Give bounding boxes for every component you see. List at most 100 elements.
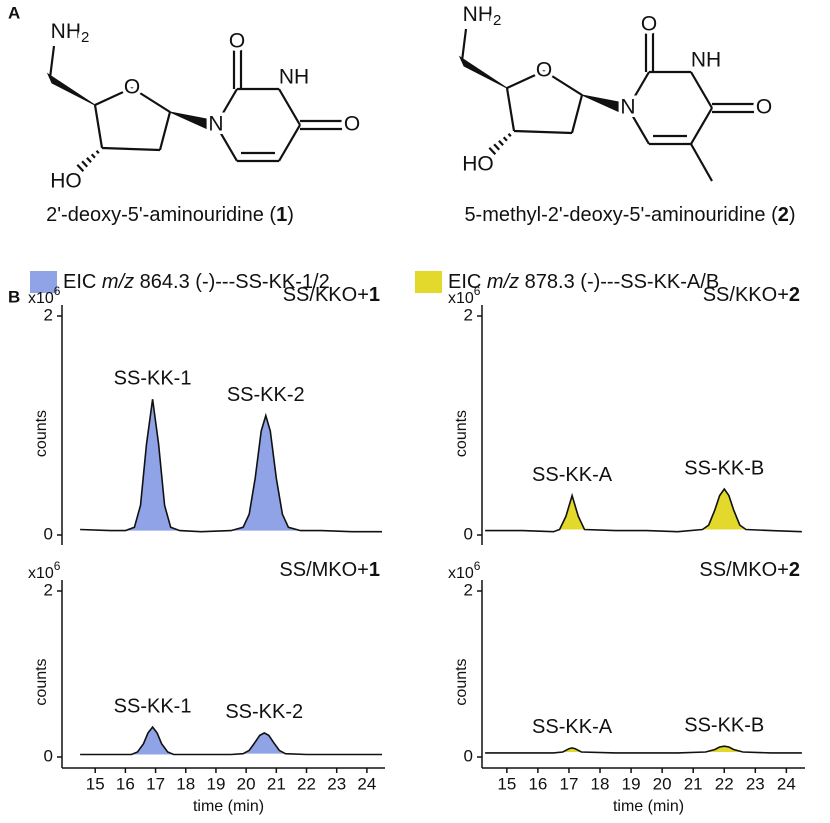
- bond: [505, 87, 516, 132]
- bond: [101, 146, 161, 152]
- x-tick-label: 24: [357, 774, 376, 793]
- y-multiplier: x106: [448, 559, 481, 582]
- bond: [76, 163, 85, 173]
- bond: [627, 71, 650, 109]
- bond: [493, 143, 501, 151]
- y-tick-label: 0: [464, 524, 473, 543]
- multiplier-exponent: 6: [474, 559, 481, 573]
- x-tick-label: 22: [297, 774, 316, 793]
- bond: [502, 136, 508, 142]
- title-text: SS/KKO+: [283, 284, 369, 306]
- atom-label: O: [536, 59, 552, 82]
- title-number: 2: [789, 284, 800, 306]
- compound-name: 5-methyl-2'-deoxy-5'-aminouridine (2): [464, 204, 795, 226]
- bond: [278, 124, 301, 162]
- multiplier-base: x10: [448, 565, 474, 582]
- x-tick-label: 17: [146, 774, 165, 793]
- atom-label: NH2: [463, 3, 502, 29]
- legend-text: m/z: [102, 271, 134, 293]
- name-text: 5-methyl-2'-deoxy-5'-aminouridine (: [464, 204, 778, 226]
- name-text: 2'-deoxy-5'-aminouridine (: [46, 204, 276, 226]
- x-tick-label: 15: [86, 774, 105, 793]
- panel-label: A: [8, 3, 20, 22]
- x-tick-label: 16: [528, 774, 547, 793]
- compound-name: 2'-deoxy-5'-aminouridine (1): [46, 204, 294, 226]
- name-number: 2: [778, 204, 789, 226]
- peak-label: SS-KK-B: [684, 714, 764, 736]
- y-tick-label: 2: [44, 580, 53, 599]
- x-tick-label: 22: [715, 774, 734, 793]
- title-text: SS/KKO+: [703, 284, 789, 306]
- x-tick-label: 16: [116, 774, 135, 793]
- x-tick-label: 15: [497, 774, 516, 793]
- peak-area: [231, 415, 301, 531]
- name-text: ): [789, 204, 796, 226]
- bond: [488, 146, 497, 156]
- x-tick-label: 18: [591, 774, 610, 793]
- x-tick-label: 20: [237, 774, 256, 793]
- wedge-bond: [169, 111, 213, 132]
- bond: [627, 107, 650, 145]
- peak-area: [559, 495, 585, 530]
- legend-label: EIC m/z 878.3 (-)---SS-KK-A/B: [448, 271, 719, 293]
- legend-text: EIC: [448, 271, 487, 293]
- y-multiplier: x106: [448, 284, 481, 307]
- bond: [95, 149, 100, 155]
- y-tick-label: 2: [464, 305, 473, 324]
- x-tick-label: 17: [560, 774, 579, 793]
- peak-label: SS-KK-B: [684, 457, 764, 479]
- atom-label: O: [124, 76, 140, 99]
- atom-label: NH: [691, 49, 721, 72]
- title-number: 1: [369, 284, 380, 306]
- trace-line: [485, 487, 802, 533]
- panel-title: SS/KKO+2: [703, 284, 800, 306]
- peak-label: SS-KK-2: [225, 701, 303, 723]
- bond: [460, 28, 468, 62]
- trace-line: [485, 745, 802, 754]
- bonds: [46, 45, 342, 173]
- x-tick-label: 19: [622, 774, 641, 793]
- x-tick-label: 19: [206, 774, 225, 793]
- legend-text: EIC: [63, 271, 102, 293]
- bond: [506, 70, 545, 89]
- name-text: ): [287, 204, 294, 226]
- x-axis-label: time (min): [613, 798, 684, 815]
- bond: [81, 160, 89, 168]
- atom-label: O: [229, 30, 245, 53]
- legend-text: m/z: [487, 271, 519, 293]
- multiplier-exponent: 6: [54, 284, 61, 298]
- x-tick-label: 21: [684, 774, 703, 793]
- title-number: 1: [369, 559, 380, 581]
- title-text: SS/MKO+: [279, 559, 368, 581]
- bond: [48, 45, 56, 79]
- bond: [86, 156, 92, 164]
- legend-text: 878.3 (-)---SS-KK-A/B: [519, 271, 719, 293]
- peak-label: SS-KK-1: [114, 695, 192, 717]
- x-tick-label: 23: [746, 774, 765, 793]
- bond: [90, 153, 96, 159]
- legend-text: 864.3 (-)---SS-KK-1/2: [134, 271, 330, 293]
- atom-label: N: [620, 96, 635, 119]
- y-tick-label: 2: [464, 580, 473, 599]
- multiplier-base: x10: [448, 290, 474, 307]
- peak-label: SS-KK-1: [114, 368, 192, 390]
- y-tick-label: 0: [44, 524, 53, 543]
- multiplier-base: x10: [28, 290, 54, 307]
- peak-area: [702, 489, 746, 530]
- atom-label: O: [344, 113, 360, 136]
- y-axis-label: counts: [33, 658, 50, 705]
- bonds: [458, 28, 754, 182]
- bond: [498, 139, 504, 147]
- y-axis-label: counts: [453, 410, 470, 457]
- y-tick-label: 0: [464, 746, 473, 765]
- atom-label: N: [208, 113, 223, 136]
- atom-label: NH: [279, 66, 309, 89]
- bond: [570, 94, 584, 134]
